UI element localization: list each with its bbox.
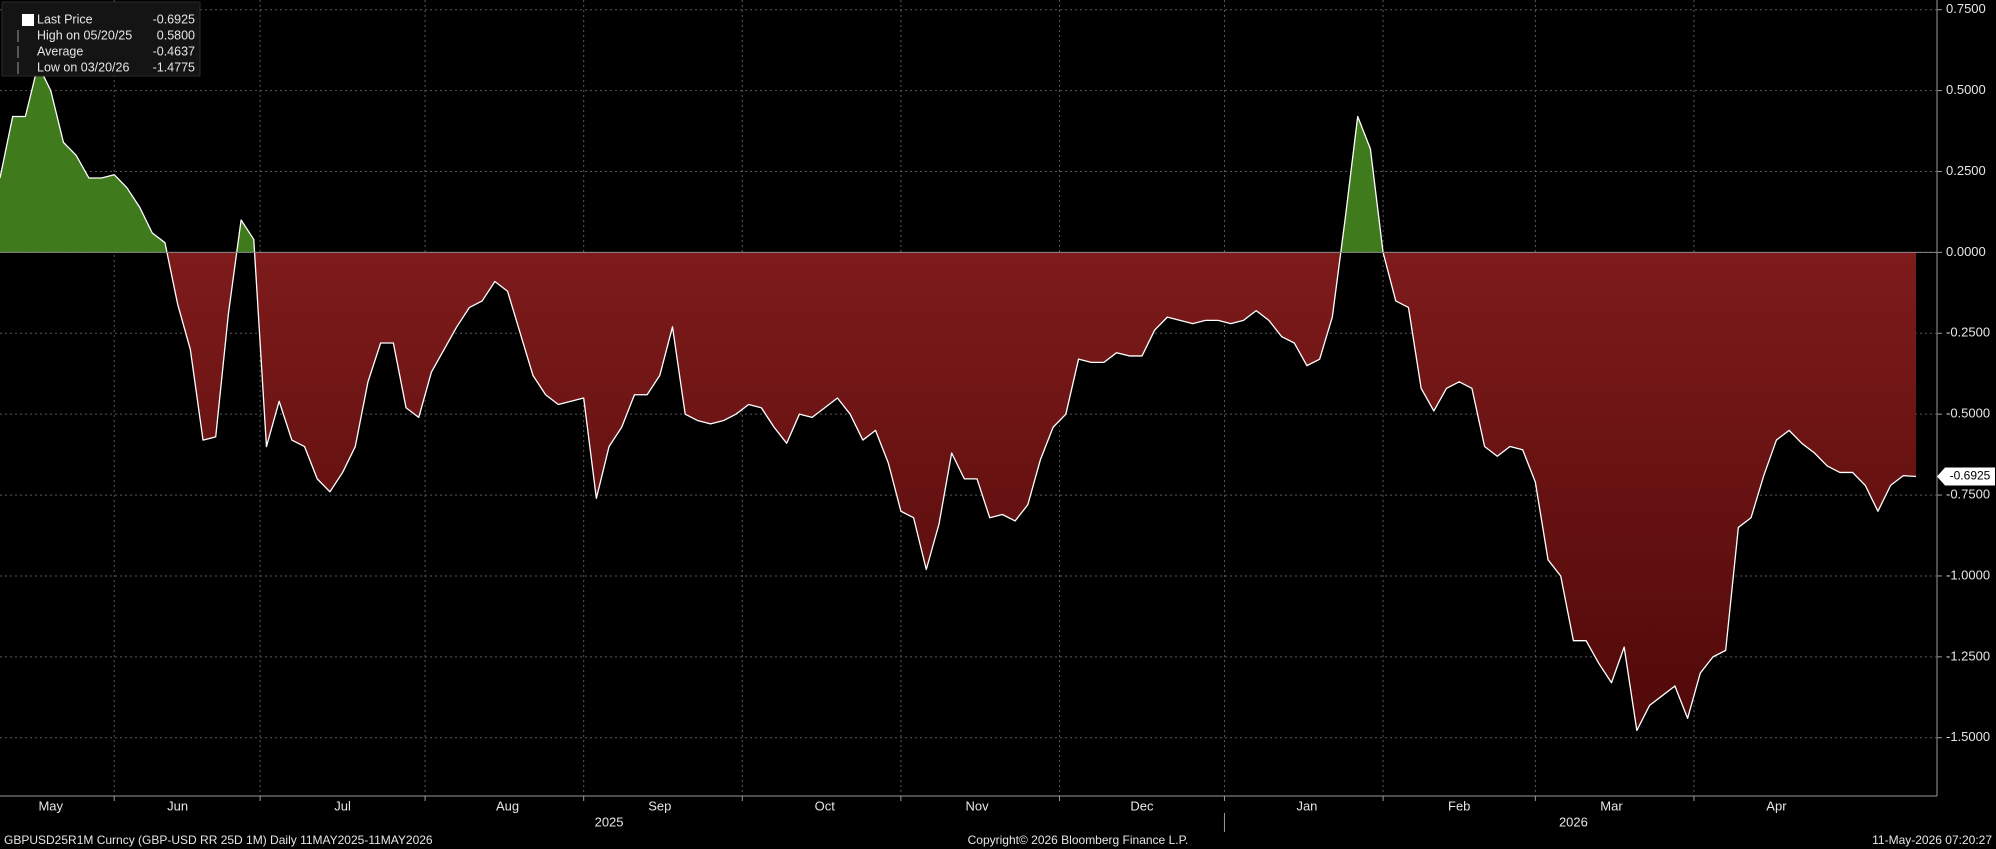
y-tick-label: -0.5000 [1946, 406, 1990, 421]
x-tick-label: Dec [1130, 798, 1154, 813]
footer-timestamp: 11-May-2026 07:20:27 [1872, 833, 1992, 847]
y-tick-label: 0.2500 [1946, 163, 1986, 178]
legend-name: Low on 03/20/26 [37, 60, 129, 74]
y-tick-label: -1.5000 [1946, 729, 1990, 744]
legend-name: High on 05/20/25 [37, 28, 132, 42]
y-tick-label: 0.0000 [1946, 244, 1986, 259]
legend-value: -0.6925 [153, 12, 195, 26]
x-tick-label: Nov [965, 798, 989, 813]
footer-copyright: Copyright© 2026 Bloomberg Finance L.P. [968, 833, 1189, 847]
x-year-label: 2026 [1559, 814, 1588, 829]
legend-name: Average [37, 44, 83, 58]
legend-value: -0.4637 [153, 44, 195, 58]
x-tick-label: May [38, 798, 63, 813]
last-price-label: -0.6925 [1950, 469, 1991, 483]
y-tick-label: 0.5000 [1946, 82, 1986, 97]
area-negative [166, 252, 1916, 731]
footer-source: GBPUSD25R1M Curncy (GBP-USD RR 25D 1M) D… [4, 833, 433, 847]
x-tick-label: Jan [1296, 798, 1317, 813]
x-tick-label: Jul [334, 798, 351, 813]
x-tick-label: Mar [1600, 798, 1623, 813]
legend-box [1, 1, 201, 77]
last-price-marker [1937, 467, 1995, 486]
y-tick-label: -1.2500 [1946, 648, 1990, 663]
line [0, 64, 1917, 732]
y-tick-label: -1.0000 [1946, 567, 1990, 582]
x-tick-label: Jun [167, 798, 188, 813]
x-tick-label: Apr [1766, 798, 1787, 813]
y-tick-label: 0.7500 [1946, 1, 1986, 16]
legend: Last Price -0.6925 High on 05/20/25 0.5800 A… [1, 1, 201, 77]
y-tick-label: -0.7500 [1946, 487, 1990, 502]
x-tick-label: Aug [496, 798, 519, 813]
legend-value: -1.4775 [153, 60, 195, 74]
legend-swatch [22, 14, 34, 26]
y-tick-label: -0.2500 [1946, 325, 1990, 340]
x-tick-label: Oct [815, 798, 836, 813]
legend-value: 0.5800 [157, 28, 195, 42]
x-year-label: 2025 [595, 814, 624, 829]
x-tick-label: Sep [648, 798, 671, 813]
x-tick-label: Feb [1448, 798, 1470, 813]
legend-name: Last Price [37, 12, 93, 26]
